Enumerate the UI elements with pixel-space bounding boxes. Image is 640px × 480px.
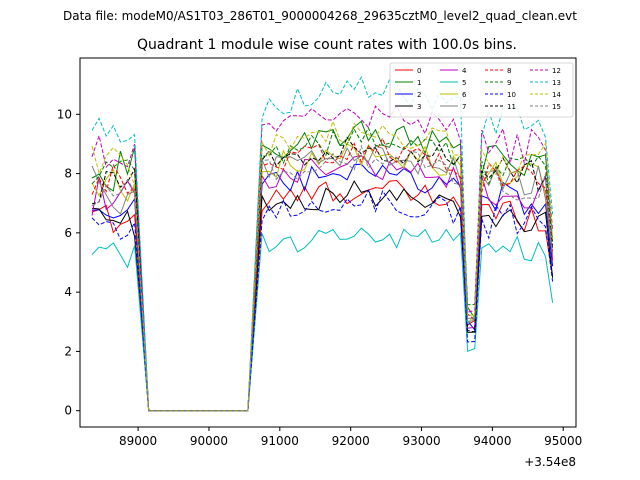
- y-tick-label: 6: [64, 226, 72, 240]
- figure-suptitle: Data file: modeM0/AS1T03_286T01_90000042…: [63, 9, 577, 23]
- y-axis: 0 2 4 6 8 10: [57, 107, 80, 418]
- legend-label-11: 11: [507, 103, 516, 111]
- legend-label-1: 1: [417, 79, 421, 87]
- legend-label-9: 9: [507, 79, 511, 87]
- legend-label-0: 0: [417, 67, 421, 75]
- y-tick-label: 4: [64, 285, 72, 299]
- legend-label-12: 12: [552, 67, 561, 75]
- x-tick-label: 93000: [402, 434, 440, 448]
- y-tick-label: 0: [64, 404, 72, 418]
- x-tick-label: 89000: [119, 434, 157, 448]
- x-axis-offset-label: +3.54e8: [524, 455, 576, 469]
- x-tick-label: 91000: [261, 434, 299, 448]
- series-line-15: [91, 144, 554, 412]
- x-tick-label: 94000: [473, 434, 511, 448]
- legend-label-3: 3: [417, 103, 421, 111]
- legend-label-10: 10: [507, 91, 516, 99]
- chart-title: Quadrant 1 module wise count rates with …: [137, 37, 517, 53]
- legend-label-13: 13: [552, 79, 561, 87]
- legend-label-5: 5: [462, 79, 466, 87]
- legend-label-6: 6: [462, 91, 467, 99]
- legend-label-15: 15: [552, 103, 561, 111]
- legend-label-2: 2: [417, 91, 421, 99]
- legend-label-7: 7: [462, 103, 466, 111]
- y-tick-label: 8: [64, 167, 72, 181]
- legend-label-4: 4: [462, 67, 467, 75]
- y-tick-label: 2: [64, 344, 72, 358]
- y-tick-label: 10: [57, 107, 72, 121]
- x-tick-label: 95000: [544, 434, 582, 448]
- series-layer: [91, 76, 554, 412]
- legend-label-14: 14: [552, 91, 561, 99]
- series-line-14: [91, 120, 554, 412]
- legend-label-8: 8: [507, 67, 511, 75]
- legend-frame: [389, 62, 574, 118]
- x-axis: 89000 90000 91000 92000 93000 94000 95000: [119, 427, 582, 448]
- x-tick-label: 92000: [332, 434, 370, 448]
- x-tick-label: 90000: [190, 434, 228, 448]
- plot-area: [79, 57, 577, 428]
